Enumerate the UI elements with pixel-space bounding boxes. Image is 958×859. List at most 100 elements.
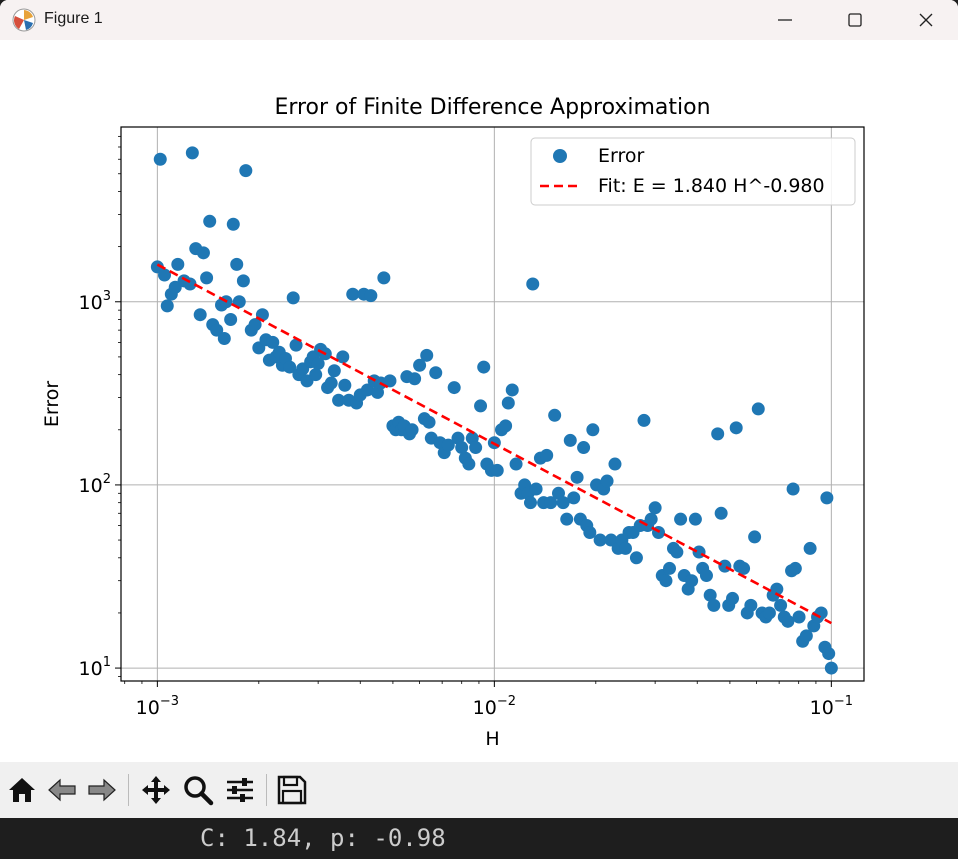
matplotlib-icon <box>12 8 36 32</box>
data-point <box>707 598 721 612</box>
data-point <box>408 372 422 386</box>
x-tick-label: 10−1 <box>810 694 853 719</box>
data-point <box>737 561 751 575</box>
home-button[interactable] <box>4 772 40 808</box>
data-point <box>462 457 476 471</box>
forward-button[interactable] <box>84 772 120 808</box>
minimize-icon <box>778 19 792 21</box>
data-point <box>586 423 600 437</box>
data-point <box>570 470 584 484</box>
floppy-disk-icon <box>277 775 307 805</box>
data-point <box>792 610 806 624</box>
y-tick-label: 103 <box>79 289 111 314</box>
data-point <box>786 482 800 496</box>
console-text: C: 1.84, p: -0.98 <box>200 824 446 852</box>
data-point <box>748 530 762 544</box>
data-point <box>469 441 483 455</box>
scatter-chart: 10−3 10−2 10−1 101 102 103 Error of Finite Dif… <box>41 95 865 750</box>
data-point <box>670 545 684 559</box>
data-point <box>309 368 323 382</box>
data-point <box>360 383 374 397</box>
data-point <box>820 491 834 505</box>
title-bar: Figure 1 <box>0 0 958 40</box>
data-point <box>158 268 172 282</box>
data-point <box>236 274 250 288</box>
data-point <box>762 606 776 620</box>
data-point <box>608 457 622 471</box>
configure-subplots-button[interactable] <box>222 772 258 808</box>
data-point <box>501 396 515 410</box>
data-point <box>567 491 581 505</box>
data-point <box>560 512 574 526</box>
data-point <box>803 541 817 555</box>
data-point <box>332 393 346 407</box>
data-point <box>548 408 562 422</box>
fit-line <box>156 263 832 625</box>
data-point <box>509 457 523 471</box>
navigation-toolbar <box>0 762 958 818</box>
data-point <box>226 217 240 231</box>
data-point <box>499 419 513 433</box>
data-point <box>196 246 210 260</box>
data-point <box>289 338 303 352</box>
plot-frame <box>120 126 865 682</box>
toolbar-separator <box>128 774 129 806</box>
y-tick-label: 101 <box>79 655 111 680</box>
data-point <box>685 574 699 588</box>
data-point <box>490 463 504 477</box>
save-button[interactable] <box>274 772 310 808</box>
data-point <box>544 496 558 510</box>
data-point <box>210 323 224 337</box>
pan-button[interactable] <box>138 772 174 808</box>
data-point <box>529 482 543 496</box>
data-point <box>324 376 338 390</box>
data-point <box>200 271 214 285</box>
data-point <box>674 512 688 526</box>
figure-canvas[interactable]: 10−3 10−2 10−1 101 102 103 Error of Finite Dif… <box>0 40 958 762</box>
minimize-button[interactable] <box>762 0 808 40</box>
data-point <box>714 506 728 520</box>
data-point <box>526 277 540 291</box>
data-point <box>429 366 443 380</box>
legend-box <box>530 137 856 206</box>
move-icon <box>142 776 170 804</box>
data-point <box>629 551 643 565</box>
data-point <box>814 606 828 620</box>
data-point <box>336 350 350 364</box>
data-point <box>441 438 455 452</box>
data-point <box>751 402 765 416</box>
data-point <box>711 427 725 441</box>
y-axis-label: Error <box>41 381 63 428</box>
close-icon <box>919 13 933 27</box>
data-point <box>153 152 167 166</box>
data-point <box>286 291 300 305</box>
figure-window: Figure 1 10−3 10−2 10−1 101 102 103 Error of F… <box>0 0 958 818</box>
data-point <box>770 582 784 596</box>
data-point <box>447 381 461 395</box>
data-point <box>644 512 658 526</box>
data-point <box>383 374 397 388</box>
legend-label-error: Error <box>598 145 645 167</box>
data-point <box>744 598 758 612</box>
data-point <box>659 574 673 588</box>
chart-title: Error of Finite Difference Approximation <box>274 95 710 120</box>
data-point <box>160 299 174 313</box>
x-tick-label: 10−3 <box>136 694 179 719</box>
data-point <box>822 647 836 661</box>
data-point <box>224 313 238 327</box>
close-button[interactable] <box>903 0 949 40</box>
maximize-button[interactable] <box>832 0 878 40</box>
data-point <box>474 399 488 413</box>
back-button[interactable] <box>44 772 80 808</box>
data-point <box>422 415 436 429</box>
data-point <box>563 433 577 447</box>
data-point <box>420 348 434 362</box>
data-point <box>346 287 360 301</box>
data-point <box>556 496 570 510</box>
zoom-button[interactable] <box>180 772 216 808</box>
toolbar-separator <box>266 774 267 806</box>
data-point <box>455 441 469 455</box>
data-point <box>637 413 651 427</box>
data-point <box>248 318 262 332</box>
arrow-left-icon <box>48 778 76 802</box>
